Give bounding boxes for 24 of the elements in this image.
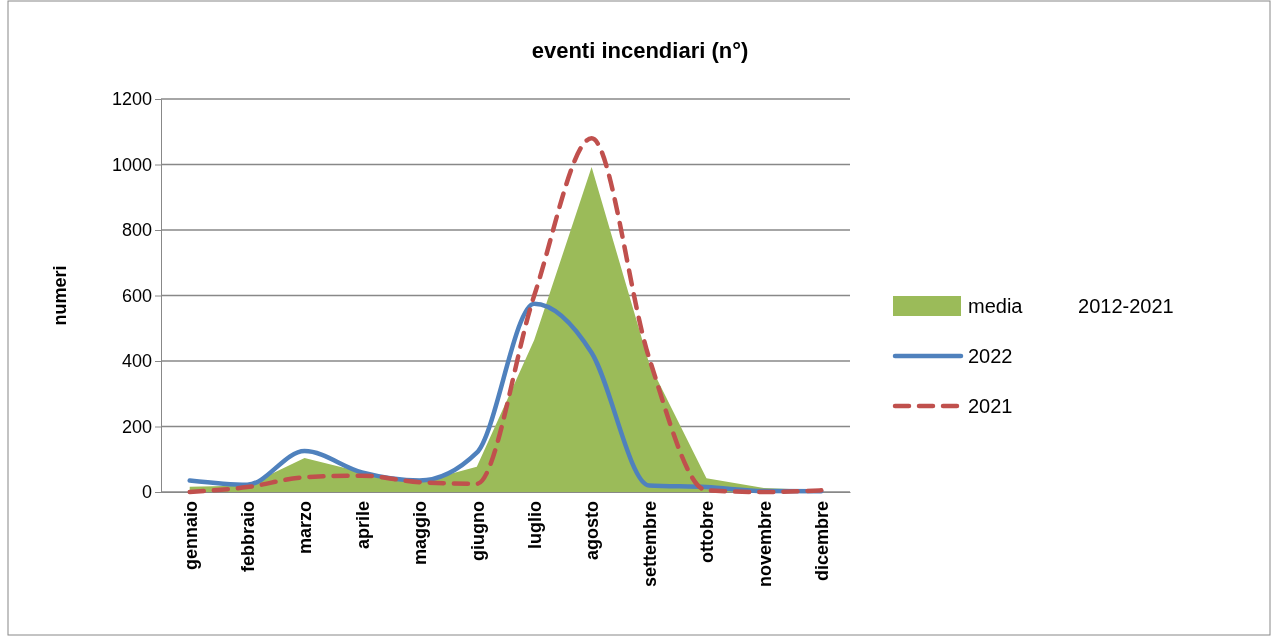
legend-label: media 2012-2021 bbox=[968, 295, 1174, 317]
x-tick-label: settembre bbox=[639, 501, 660, 588]
y-tick-label: 200 bbox=[121, 416, 152, 437]
x-tick-label: gennaio bbox=[180, 501, 201, 571]
legend-label: 2021 bbox=[968, 395, 1013, 417]
x-tick-label: agosto bbox=[582, 501, 603, 561]
x-tick-label: giugno bbox=[467, 501, 488, 561]
y-tick-label: 800 bbox=[121, 220, 152, 241]
x-tick-label: luglio bbox=[525, 501, 546, 549]
y-tick-label: 0 bbox=[141, 482, 152, 503]
y-tick-label: 400 bbox=[121, 351, 152, 372]
x-tick-label: maggio bbox=[410, 501, 431, 566]
x-tick-label: ottobre bbox=[697, 501, 718, 563]
y-tick-label: 600 bbox=[121, 285, 152, 306]
y-tick-label: 1200 bbox=[111, 89, 152, 110]
y-tick-label: 1000 bbox=[111, 154, 152, 175]
y-axis-title: numeri bbox=[50, 265, 70, 326]
x-tick-label: marzo bbox=[295, 501, 316, 555]
legend-label: 2022 bbox=[968, 345, 1013, 367]
x-tick-label: novembre bbox=[754, 501, 775, 588]
chart-title: eventi incendiari (n°) bbox=[531, 38, 749, 63]
x-tick-label: aprile bbox=[352, 501, 373, 550]
x-tick-label: dicembre bbox=[812, 501, 833, 582]
x-tick-label: febbraio bbox=[237, 501, 258, 573]
